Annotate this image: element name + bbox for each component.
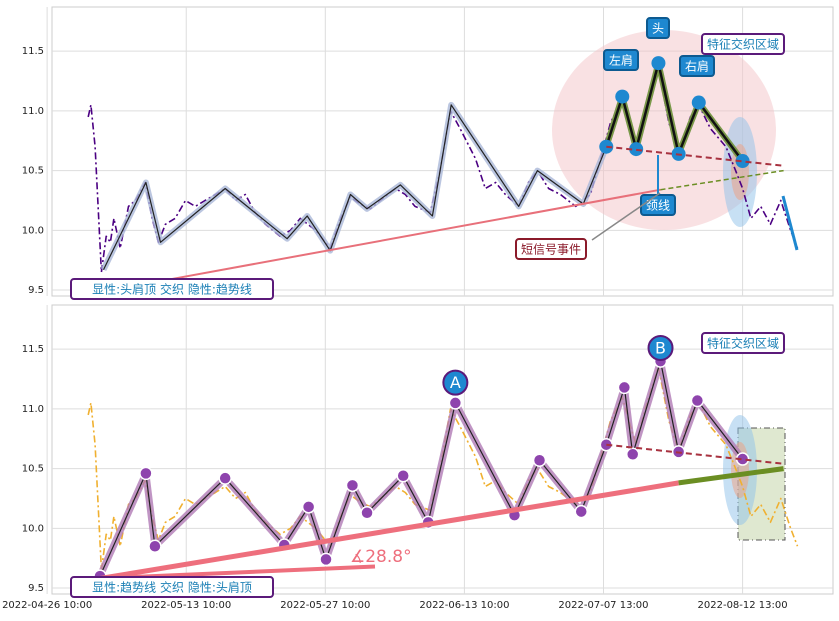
point-marker (345, 478, 360, 493)
y-tick-label: 9.5 (28, 285, 44, 296)
point-marker (625, 447, 640, 462)
annotation: 显性:头肩顶 交织 隐性:趋势线 (92, 282, 252, 297)
point-marker (599, 139, 614, 154)
annotation: 短信号事件 (521, 243, 581, 257)
annotation-box (701, 332, 785, 354)
point-marker (629, 142, 644, 157)
series-line (678, 466, 784, 486)
pivot-badge (442, 369, 469, 396)
annotation: 特征交织区域 (707, 336, 779, 351)
annotation-box (603, 49, 639, 71)
point-marker (148, 539, 162, 553)
y-tick-label: 10.5 (22, 464, 44, 475)
point-marker (301, 500, 316, 514)
y-tick-label: 10.0 (22, 523, 44, 534)
point-marker (396, 469, 410, 483)
point-marker (448, 396, 463, 410)
annotation: 特征交织区域 (707, 37, 779, 52)
point-marker (735, 154, 750, 169)
point-marker (319, 552, 333, 567)
annotation-box (701, 33, 785, 55)
y-tick-label: 11.0 (22, 106, 44, 117)
annotation: B (655, 338, 666, 357)
annotation-box (70, 576, 274, 598)
y-tick-label: 11.0 (22, 404, 44, 415)
x-tick-label: 2022-04-26 10:00 (2, 600, 92, 611)
annotation-box (515, 238, 587, 260)
point-marker (690, 393, 705, 408)
annotation-arrow (781, 195, 799, 251)
point-marker (218, 471, 232, 485)
point-marker (139, 466, 153, 481)
annotation-box (70, 278, 274, 300)
series-line (99, 480, 680, 581)
y-tick-label: 9.5 (28, 583, 44, 594)
point-marker (617, 380, 632, 395)
x-tick-label: 2022-06-13 10:00 (419, 600, 509, 611)
y-tick-label: 11.5 (22, 46, 44, 57)
series-line (170, 188, 661, 281)
annotation: A (450, 373, 461, 392)
y-tick-label: 10.0 (22, 225, 44, 236)
annotation-arrow (591, 192, 661, 241)
x-tick-label: 2022-08-12 13:00 (698, 600, 788, 611)
annotation: 颈线 (646, 199, 670, 213)
point-marker (615, 89, 630, 104)
point-marker (360, 506, 374, 520)
y-tick-label: 11.5 (22, 344, 44, 355)
x-tick-label: 2022-07-07 13:00 (558, 600, 648, 611)
point-marker (532, 453, 547, 467)
x-tick-label: 2022-05-27 10:00 (280, 600, 370, 611)
point-marker (574, 504, 588, 519)
series-line (99, 360, 744, 577)
point-marker (651, 56, 666, 71)
annotation: 头 (652, 22, 664, 36)
annotation-box (646, 17, 670, 39)
x-tick-label: 2022-05-13 10:00 (141, 600, 231, 611)
point-marker (691, 95, 706, 110)
annotation: ∡28.8° (350, 547, 412, 567)
y-tick-label: 10.5 (22, 166, 44, 177)
annotation-box (679, 55, 715, 77)
annotation: 左肩 (609, 53, 633, 68)
annotation: 右肩 (685, 59, 709, 74)
annotation: 显性:趋势线 交织 隐性:头肩顶 (92, 580, 252, 595)
series-line (660, 169, 784, 191)
pivot-badge (647, 334, 674, 361)
